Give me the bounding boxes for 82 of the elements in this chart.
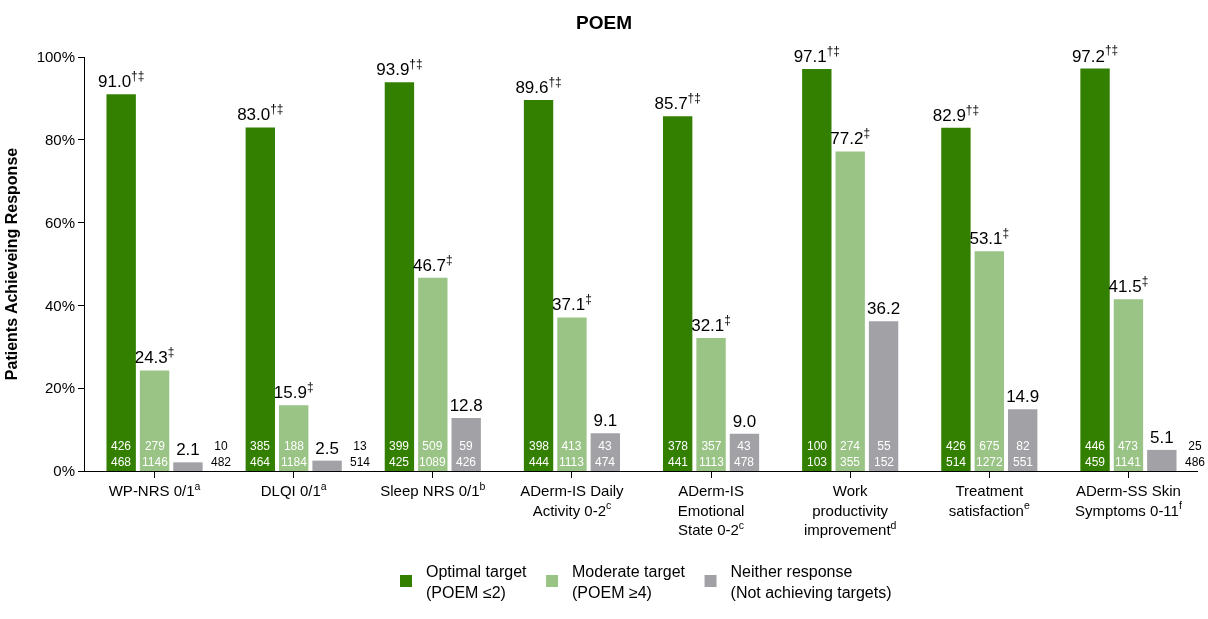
data-label: 2.5	[315, 438, 339, 458]
y-tick-label: 60%	[44, 213, 75, 231]
bar	[696, 338, 726, 471]
bar	[557, 317, 587, 471]
bar	[384, 82, 415, 471]
data-label: 97.2$^{†‡}$	[1071, 43, 1119, 66]
bar	[802, 69, 832, 471]
bar	[941, 127, 971, 471]
annotation: 413 1113	[559, 439, 585, 469]
x-tick-label: DLQI 0/1$^{a}$	[260, 479, 327, 499]
annotation: 398 444	[529, 439, 550, 469]
bar	[139, 370, 170, 471]
data-label: 37.1$^{‡}$	[552, 292, 592, 315]
y-tick-label: 20%	[44, 379, 75, 397]
bar	[974, 251, 1004, 471]
y-tick-label: 80%	[44, 131, 75, 149]
y-tick-label: 100%	[36, 48, 75, 66]
data-label: 91.0$^{†‡}$	[98, 69, 145, 92]
legend-label: Optimal target (POEM ≤2)	[426, 562, 528, 601]
x-tick-label: ADerm-SS Skin Symptoms 0-11$^{f}$	[1075, 482, 1182, 519]
data-label: 14.9	[1006, 387, 1040, 407]
annotation: 378 441	[668, 439, 689, 469]
data-label: 32.1$^{‡}$	[691, 312, 731, 336]
annotation: 43 478	[734, 439, 755, 469]
data-label: 97.1$^{†‡}$	[793, 43, 840, 67]
legend-label: Neither response (Not achieving targets)	[730, 562, 892, 601]
data-label: 85.7$^{†‡}$	[654, 91, 701, 114]
x-tick-label: Treatment satisfaction$^{e}$	[948, 482, 1030, 519]
annotation: 25 486	[1185, 439, 1206, 469]
x-tick-label: Sleep NRS 0/1$^{b}$	[380, 479, 486, 499]
data-label: 77.2$^{‡}$	[830, 126, 871, 149]
bar	[312, 460, 342, 471]
data-label: 82.9$^{†‡}$	[932, 102, 980, 125]
x-tick-label: ADerm-IS Daily Activity 0-2$^{c}$	[520, 482, 625, 519]
data-label: 2.1	[176, 440, 200, 460]
x-tick-label: ADerm-IS Emotional State 0-2$^{c}$	[677, 482, 745, 538]
y-tick-label: 40%	[44, 296, 75, 314]
bar	[662, 116, 693, 471]
bar	[1080, 68, 1110, 471]
annotation: 59 426	[456, 439, 477, 469]
bar	[1147, 449, 1177, 471]
annotation: 385 464	[250, 439, 271, 469]
data-label: 89.6$^{†‡}$	[515, 74, 562, 98]
bar	[523, 100, 554, 471]
annotation: 10 482	[211, 439, 232, 469]
annotation: 509 1089	[419, 439, 447, 469]
y-tick-label: 0%	[53, 462, 75, 480]
annotation: 473 1141	[1115, 439, 1142, 469]
annotation: 100 103	[807, 439, 828, 469]
y-axis-title: Patients Achieveing Response	[2, 147, 20, 381]
annotation: 399 425	[389, 439, 410, 469]
data-label: 5.1	[1150, 427, 1174, 447]
legend-label: Moderate target (POEM ≥4)	[572, 562, 686, 601]
data-label: 36.2	[867, 299, 901, 319]
data-label: 9.1	[593, 411, 618, 431]
annotation: 188 1184	[281, 439, 308, 469]
chart-title: POEM	[576, 11, 632, 33]
data-label: 83.0$^{†‡}$	[237, 102, 284, 125]
bar	[418, 277, 448, 471]
bar	[173, 462, 203, 471]
annotation: 274 355	[840, 439, 861, 469]
annotation: 279 1146	[142, 439, 169, 469]
data-label: 12.8	[449, 396, 483, 416]
annotation: 446 459	[1085, 439, 1106, 469]
bar	[868, 321, 899, 471]
annotation: 43 474	[595, 439, 616, 469]
annotation: 55 152	[874, 439, 895, 469]
bar	[1113, 299, 1144, 471]
data-label: 9.0	[732, 411, 757, 431]
annotation: 426 468	[111, 439, 132, 469]
data-label: 15.9$^{‡}$	[273, 380, 314, 403]
bar	[245, 127, 275, 471]
bar	[106, 94, 136, 471]
data-label: 93.9$^{†‡}$	[376, 57, 423, 80]
annotation: 13 514	[350, 439, 371, 469]
x-tick-label: WP-NRS 0/1$^{a}$	[108, 479, 201, 499]
x-tick-label: Work productivity improvement$^{d}$	[803, 482, 897, 538]
bar	[835, 151, 865, 471]
annotation: 357 1113	[699, 439, 725, 469]
annotation: 675 1272	[976, 439, 1004, 469]
annotation: 82 551	[1013, 439, 1034, 469]
annotation: 426 514	[946, 439, 967, 469]
